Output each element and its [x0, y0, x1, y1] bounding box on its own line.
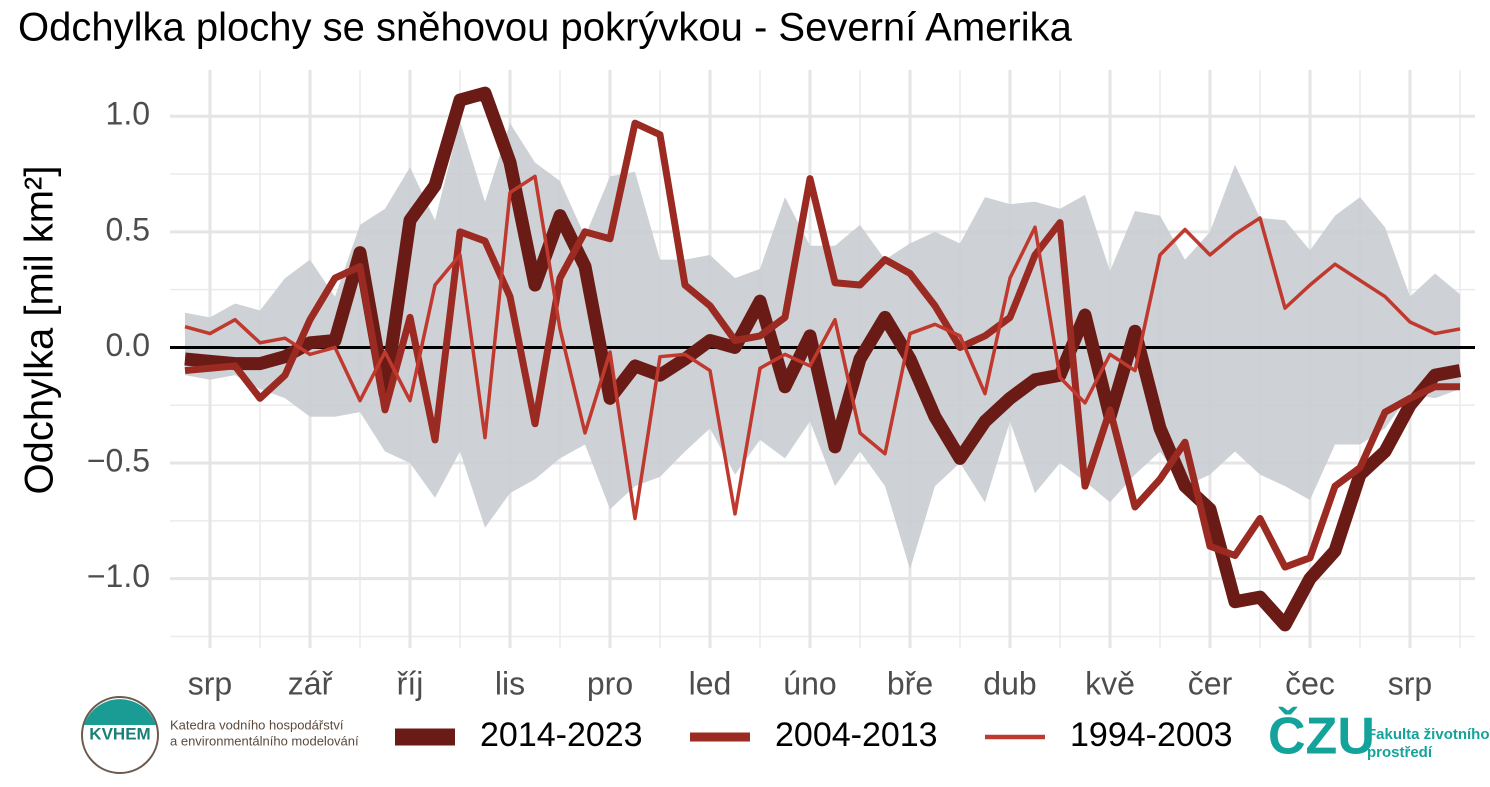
logo-text: KVHEM — [89, 724, 150, 743]
x-tick-label: zář — [288, 665, 334, 701]
series-line — [184, 86, 1462, 632]
left-logo: KVHEM Katedra vodního hospodářství a env… — [81, 696, 359, 774]
logo-caption: Fakulta životního — [1367, 726, 1490, 743]
x-tick-label: lis — [495, 665, 525, 701]
legend-label: 2014-2023 — [480, 716, 643, 754]
logo-caption: prostředí — [1367, 744, 1433, 761]
y-tick-label: −1.0 — [87, 558, 150, 594]
logo-text: ČZU — [1268, 707, 1375, 766]
y-axis-label: Odchylka [mil km²] — [18, 166, 62, 495]
x-tick-label: říj — [397, 665, 424, 701]
x-tick-label: pro — [587, 665, 633, 701]
y-tick-label: 0.5 — [106, 211, 150, 247]
y-tick-label: 1.0 — [106, 96, 150, 132]
x-tick-label: srp — [1388, 665, 1432, 701]
right-logo: ČZU Fakulta životního prostředí — [1268, 707, 1490, 766]
x-tick-label: kvě — [1085, 665, 1135, 701]
x-tick-label: čer — [1188, 665, 1233, 701]
logo-caption: a environmentálního modelování — [170, 733, 359, 748]
chart-title: Odchylka plochy se sněhovou pokrývkou - … — [18, 6, 1073, 50]
y-tick-label: 0.0 — [106, 327, 150, 363]
legend-label: 2004-2013 — [775, 716, 938, 754]
x-tick-label: čec — [1285, 665, 1335, 701]
x-tick-label: bře — [887, 665, 933, 701]
x-tick-label: úno — [783, 665, 836, 701]
series-line — [184, 119, 1460, 571]
logo-wave — [84, 699, 156, 725]
x-tick-label: led — [689, 665, 732, 701]
y-tick-label: −0.5 — [87, 442, 150, 478]
x-tick-label: dub — [983, 665, 1036, 701]
logo-caption: Katedra vodního hospodářství — [170, 717, 344, 732]
legend-label: 1994-2003 — [1070, 716, 1233, 754]
plot — [170, 70, 1475, 648]
x-tick-label: srp — [188, 665, 232, 701]
series-line — [184, 174, 1461, 521]
